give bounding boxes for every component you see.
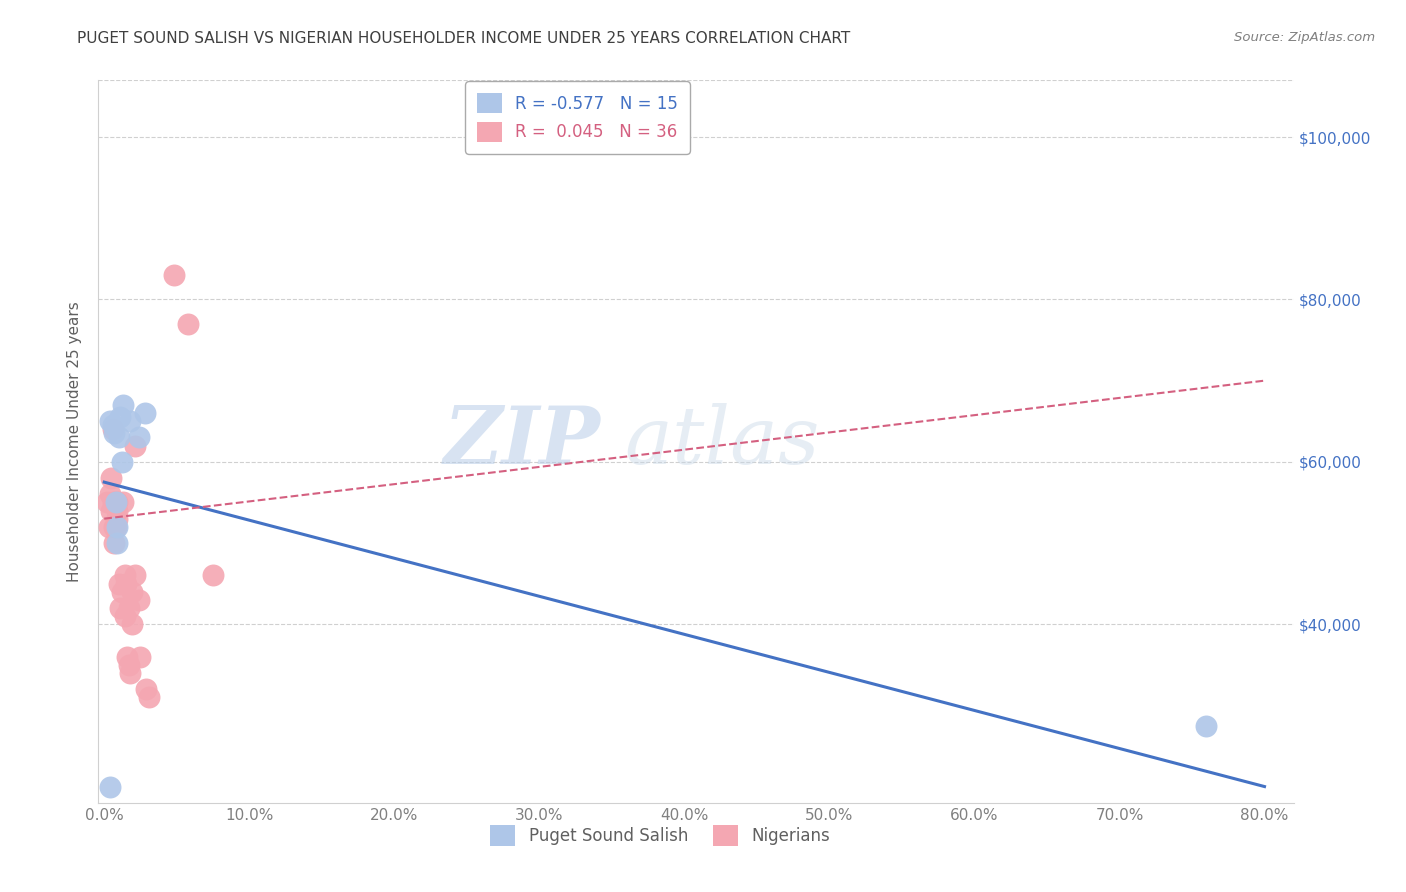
Point bbox=[100, 471, 122, 485]
Legend: Puget Sound Salish, Nigerians: Puget Sound Salish, Nigerians bbox=[484, 819, 837, 852]
Point bbox=[101, 418, 124, 433]
Point bbox=[120, 414, 142, 428]
Point bbox=[107, 430, 129, 444]
Point bbox=[128, 592, 150, 607]
Point bbox=[118, 657, 141, 672]
Point bbox=[103, 536, 125, 550]
Point bbox=[98, 414, 121, 428]
Point bbox=[101, 495, 124, 509]
Point bbox=[114, 568, 136, 582]
Point bbox=[104, 495, 127, 509]
Text: atlas: atlas bbox=[624, 403, 820, 480]
Point bbox=[121, 617, 143, 632]
Point bbox=[117, 649, 139, 664]
Point bbox=[103, 426, 125, 441]
Point bbox=[98, 780, 121, 794]
Point bbox=[108, 410, 131, 425]
Point bbox=[118, 601, 141, 615]
Point bbox=[121, 584, 143, 599]
Point bbox=[1195, 719, 1218, 733]
Point bbox=[115, 576, 138, 591]
Point bbox=[98, 487, 121, 501]
Point bbox=[100, 503, 122, 517]
Text: Source: ZipAtlas.com: Source: ZipAtlas.com bbox=[1234, 31, 1375, 45]
Point bbox=[105, 536, 128, 550]
Point bbox=[124, 568, 146, 582]
Point bbox=[105, 520, 128, 534]
Point bbox=[138, 690, 160, 705]
Point bbox=[97, 520, 120, 534]
Point bbox=[112, 495, 135, 509]
Point bbox=[104, 495, 127, 509]
Point bbox=[105, 503, 128, 517]
Point bbox=[163, 268, 186, 282]
Point bbox=[177, 317, 200, 331]
Text: PUGET SOUND SALISH VS NIGERIAN HOUSEHOLDER INCOME UNDER 25 YEARS CORRELATION CHA: PUGET SOUND SALISH VS NIGERIAN HOUSEHOLD… bbox=[77, 31, 851, 46]
Point bbox=[135, 682, 157, 697]
Point bbox=[96, 495, 118, 509]
Point bbox=[111, 584, 134, 599]
Point bbox=[108, 601, 131, 615]
Point bbox=[134, 406, 156, 420]
Point bbox=[201, 568, 224, 582]
Point bbox=[114, 609, 136, 624]
Point bbox=[128, 430, 150, 444]
Point bbox=[124, 439, 146, 453]
Point bbox=[112, 398, 135, 412]
Point bbox=[105, 495, 128, 509]
Point bbox=[105, 511, 128, 525]
Point bbox=[103, 520, 125, 534]
Text: ZIP: ZIP bbox=[443, 403, 600, 480]
Point bbox=[101, 422, 124, 436]
Point bbox=[120, 665, 142, 680]
Point bbox=[129, 649, 152, 664]
Y-axis label: Householder Income Under 25 years: Householder Income Under 25 years bbox=[67, 301, 83, 582]
Point bbox=[107, 576, 129, 591]
Point bbox=[111, 455, 134, 469]
Point bbox=[104, 520, 127, 534]
